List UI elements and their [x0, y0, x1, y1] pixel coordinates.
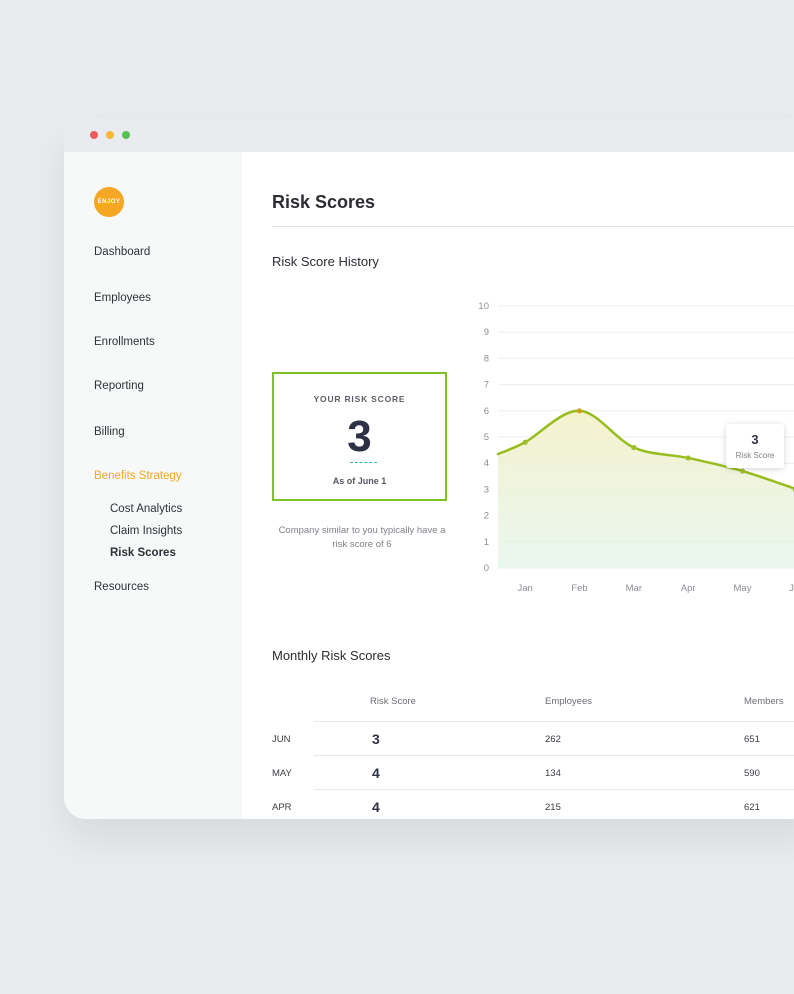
chart-tooltip: 3 Risk Score	[726, 424, 784, 468]
sidebar-item-employees[interactable]: Employees	[94, 292, 151, 304]
sidebar-item-dashboard[interactable]: Dashboard	[94, 246, 151, 258]
x-tick-label: Mar	[626, 583, 642, 594]
page-title: Risk Scores	[272, 192, 376, 212]
row-members: 651	[744, 734, 760, 745]
table-divider	[314, 755, 794, 756]
tooltip-label: Risk Score	[735, 451, 775, 460]
series-area	[498, 410, 794, 568]
sidebar-item-resources[interactable]: Resources	[94, 581, 149, 593]
y-tick-label: 5	[484, 432, 489, 443]
y-tick-label: 6	[484, 406, 489, 417]
sidebar-subitem-cost-analytics[interactable]: Cost Analytics	[110, 503, 183, 515]
y-tick-label: 8	[484, 353, 489, 364]
data-point	[631, 444, 637, 451]
data-point	[739, 468, 746, 474]
risk-score-date: As of June 1	[332, 476, 387, 486]
y-tick-label: 1	[484, 537, 489, 548]
risk-score-card-label: YOUR RISK SCORE	[313, 394, 406, 404]
monthly-section-title: Monthly Risk Scores	[272, 648, 391, 663]
risk-score-history-chart[interactable]: 0 1 2 3 4 5 6 7 8 9 10 Jan Feb Mar Apr May Jun	[472, 292, 794, 612]
data-point	[576, 408, 583, 414]
x-tick-label: Jan	[518, 583, 533, 594]
y-tick-label: 9	[484, 327, 489, 338]
y-tick-label: 3	[484, 484, 489, 495]
column-header-risk-score[interactable]: Risk Score	[370, 696, 416, 707]
table-row[interactable]: JUN 3 262 651	[242, 722, 794, 756]
column-header-employees[interactable]: Employees	[545, 696, 592, 707]
app-window: ENJOY Dashboard Employees Enrollments Re…	[64, 118, 794, 819]
risk-score-card: YOUR RISK SCORE 3 As of June 1	[272, 372, 447, 501]
y-tick-label: 0	[484, 563, 489, 574]
y-tick-label: 10	[478, 301, 489, 312]
monthly-risk-table: Risk Score Employees Members JUN 3 262 6…	[242, 684, 794, 819]
y-tick-label: 7	[484, 380, 489, 391]
row-members: 590	[744, 768, 760, 779]
y-tick-label: 2	[484, 511, 489, 522]
data-point	[522, 439, 528, 445]
x-tick-label: Apr	[681, 583, 696, 594]
row-employees: 134	[545, 768, 561, 779]
sidebar-item-enrollments[interactable]: Enrollments	[94, 336, 155, 348]
x-tick-label: Jun	[789, 583, 794, 594]
data-point	[685, 455, 691, 461]
close-window-button[interactable]	[90, 131, 98, 139]
row-employees: 262	[545, 734, 561, 745]
main-content: Risk Scores Risk Score History YOUR RISK…	[242, 152, 794, 819]
minimize-window-button[interactable]	[106, 131, 114, 139]
row-month: JUN	[272, 734, 291, 745]
title-bar	[64, 118, 794, 152]
column-header-members[interactable]: Members	[744, 696, 784, 707]
risk-score-comparison-note: Company similar to you typically have a …	[278, 525, 446, 550]
table-divider	[314, 721, 794, 722]
sidebar-subitem-risk-scores[interactable]: Risk Scores	[110, 547, 176, 559]
row-employees: 215	[545, 802, 561, 813]
row-month: APR	[272, 802, 292, 813]
table-row[interactable]: APR 4 215 621	[242, 790, 794, 819]
enjoy-logo[interactable]: ENJOY	[94, 187, 124, 217]
sidebar-item-billing[interactable]: Billing	[94, 426, 125, 438]
maximize-window-button[interactable]	[122, 131, 130, 139]
sidebar: ENJOY Dashboard Employees Enrollments Re…	[64, 152, 242, 819]
row-risk-score: 4	[372, 799, 380, 815]
row-risk-score: 4	[372, 765, 380, 781]
risk-score-value: 3	[347, 412, 372, 461]
row-month: MAY	[272, 768, 292, 779]
sidebar-item-reporting[interactable]: Reporting	[94, 380, 144, 392]
sidebar-subitem-claim-insights[interactable]: Claim Insights	[110, 525, 183, 537]
row-risk-score: 3	[372, 731, 380, 747]
row-members: 621	[744, 802, 760, 813]
x-tick-label: May	[734, 583, 752, 594]
y-tick-label: 4	[484, 458, 489, 469]
table-row[interactable]: MAY 4 134 590	[242, 756, 794, 790]
sidebar-item-benefits-strategy[interactable]: Benefits Strategy	[94, 470, 182, 482]
tooltip-value: 3	[751, 432, 759, 447]
table-divider	[314, 789, 794, 790]
score-underline	[350, 462, 377, 463]
history-section-title: Risk Score History	[272, 254, 379, 269]
x-tick-label: Feb	[571, 583, 587, 594]
title-divider	[272, 226, 794, 227]
